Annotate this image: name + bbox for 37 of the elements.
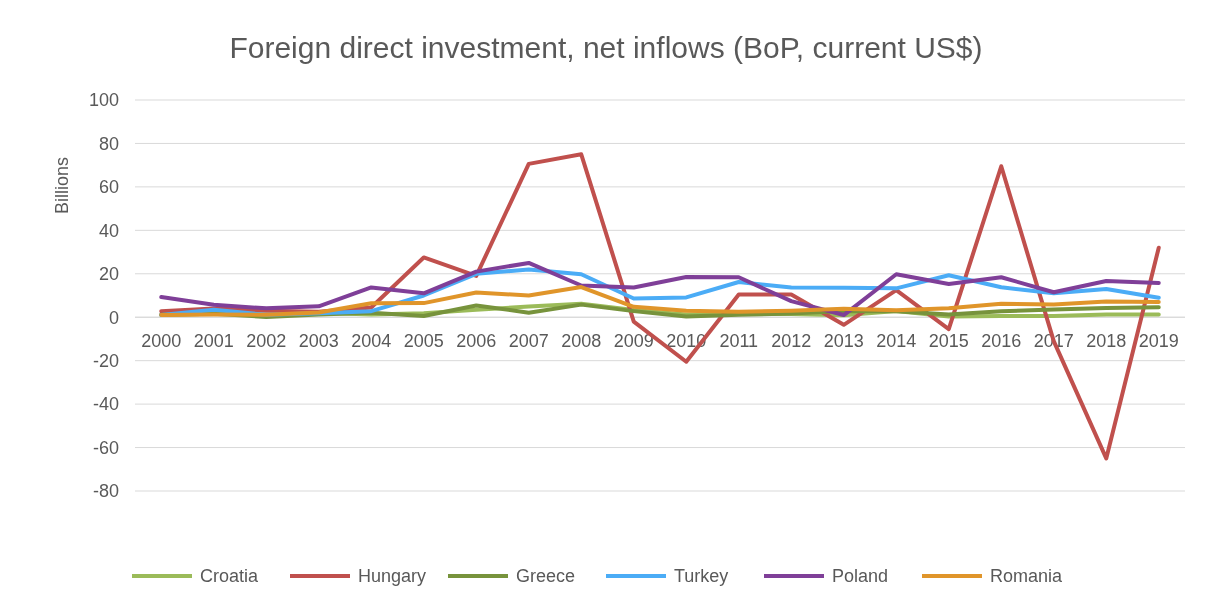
x-tick-label: 2011 [719,331,759,352]
legend-label: Croatia [200,566,260,587]
y-axis-title: Billions [52,156,72,215]
x-tick-label: 2014 [876,331,917,352]
y-tick-label: 100 [88,90,119,111]
y-tick-label: 0 [108,307,119,328]
legend-label: Turkey [674,566,729,587]
chart-title: Foreign direct investment, net inflows (BoP, current US$) [229,31,983,64]
x-tick-label: 2000 [141,331,182,352]
y-tick-label: -20 [92,350,119,371]
y-tick-label: 40 [98,220,119,241]
line-series [159,285,1161,318]
x-tick-label: 2007 [508,331,549,352]
legend-label: Greece [516,566,576,587]
x-tick-label: 2018 [1086,331,1127,352]
x-tick-label: 2003 [298,331,339,352]
y-tick-label: 20 [98,264,119,285]
x-tick-label: 2006 [456,331,497,352]
y-tick-label: -60 [92,437,119,458]
x-tick-label: 2013 [823,331,864,352]
x-tick-label: 2019 [1138,331,1179,352]
legend-label: Romania [990,566,1064,587]
x-tick-label: 2008 [561,331,602,352]
x-tick-label: 2015 [928,331,969,352]
legend-label: Poland [832,566,889,587]
y-tick-label: -40 [92,394,119,415]
y-tick-label: -80 [92,481,119,502]
x-tick-label: 2009 [613,331,654,352]
x-tick-label: 2001 [193,331,234,352]
legend-label: Hungary [358,566,427,587]
x-tick-label: 2004 [351,331,392,352]
x-tick-label: 2002 [246,331,287,352]
x-tick-label: 2012 [771,331,812,352]
y-tick-label: 80 [98,133,119,154]
x-tick-label: 2016 [981,331,1022,352]
y-tick-label: 60 [98,177,119,198]
x-tick-label: 2005 [403,331,444,352]
